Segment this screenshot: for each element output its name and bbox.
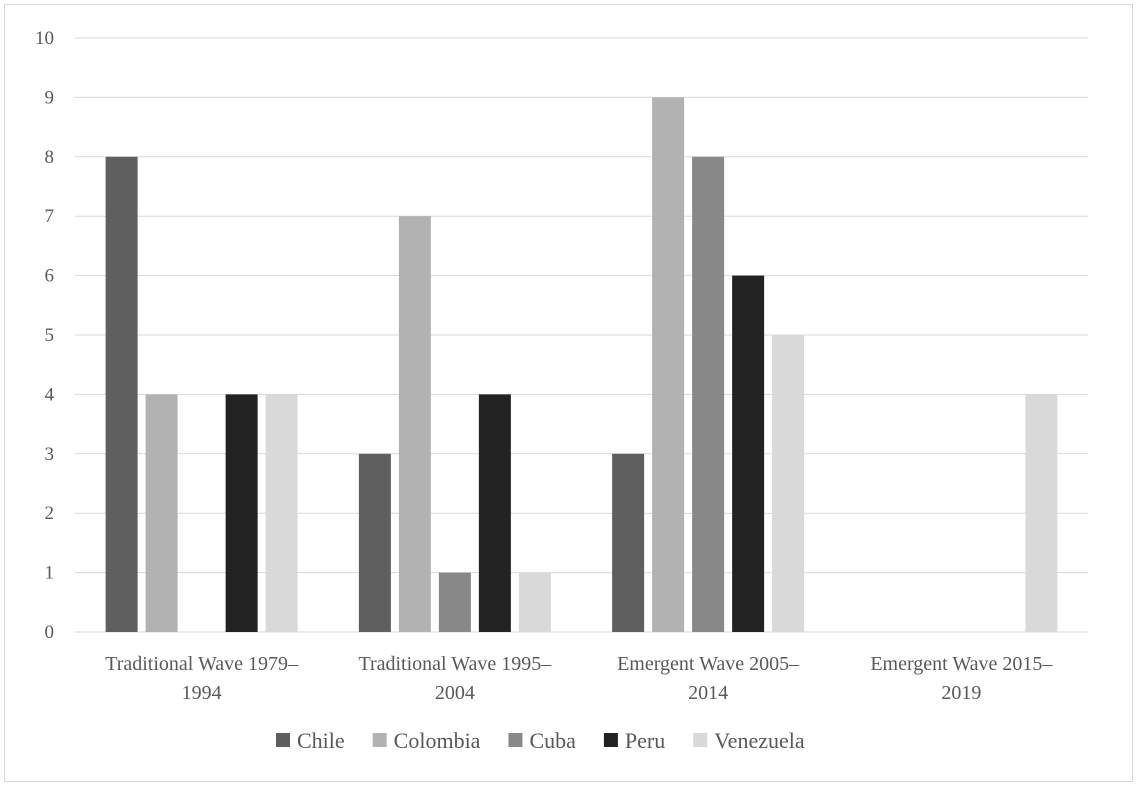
- y-tick-label: 8: [45, 147, 55, 168]
- x-category-label: 1994: [182, 682, 222, 704]
- legend-swatch-venezuela: [693, 733, 708, 747]
- y-tick-label: 5: [45, 325, 55, 346]
- bar-chile-3: [612, 453, 645, 632]
- y-tick-label: 2: [45, 503, 55, 524]
- y-tick-label: 0: [45, 622, 55, 643]
- bar-peru-3: [732, 275, 765, 632]
- y-tick-label: 6: [45, 266, 55, 287]
- bar-colombia-1: [145, 394, 178, 632]
- legend-label-chile: Chile: [297, 728, 345, 753]
- bar-venezuela-4: [1025, 394, 1058, 632]
- legend-swatch-colombia: [372, 733, 387, 747]
- bar-colombia-3: [652, 97, 685, 632]
- bar-venezuela-1: [265, 394, 298, 632]
- legend-swatch-cuba: [508, 733, 523, 747]
- bar-colombia-2: [398, 216, 431, 632]
- y-axis-ticks: 0 1 2 3 4 5 6 7 8 9 10: [35, 28, 55, 643]
- legend-label-venezuela: Venezuela: [714, 728, 805, 753]
- y-tick-label: 4: [45, 384, 55, 405]
- legend-label-colombia: Colombia: [394, 728, 481, 753]
- y-tick-label: 9: [45, 87, 55, 108]
- legend-swatch-peru: [603, 733, 618, 747]
- legend-label-cuba: Cuba: [529, 728, 576, 753]
- bar-cuba-2: [438, 572, 471, 632]
- bars: [105, 97, 1058, 633]
- legend-swatch-chile: [276, 733, 290, 747]
- bar-peru-2: [478, 394, 511, 632]
- chart-frame: [4, 4, 1133, 782]
- bar-venezuela-3: [772, 335, 805, 632]
- bar-venezuela-2: [518, 572, 551, 632]
- x-category-label: 2014: [688, 682, 728, 704]
- x-category-label: Traditional Wave 1995–: [358, 653, 552, 675]
- x-axis-labels: Traditional Wave 1979– 1994 Traditional Wa…: [105, 653, 1053, 704]
- legend: Chile Colombia Cuba Peru Venezuela: [276, 728, 805, 753]
- x-category-label: 2004: [435, 682, 475, 704]
- x-category-label: Emergent Wave 2005–: [617, 653, 800, 675]
- y-tick-label: 10: [35, 28, 54, 49]
- bar-cuba-3: [692, 156, 725, 633]
- bar-chile-2: [358, 453, 391, 632]
- y-tick-label: 7: [45, 206, 55, 227]
- y-tick-label: 1: [45, 563, 55, 584]
- x-category-label: Emergent Wave 2015–: [870, 653, 1053, 675]
- bar-peru-1: [225, 394, 258, 632]
- bar-chile-1: [105, 156, 138, 633]
- x-category-label: Traditional Wave 1979–: [105, 653, 299, 675]
- x-category-label: 2019: [941, 682, 981, 704]
- legend-label-peru: Peru: [625, 728, 665, 753]
- y-tick-label: 3: [45, 444, 55, 465]
